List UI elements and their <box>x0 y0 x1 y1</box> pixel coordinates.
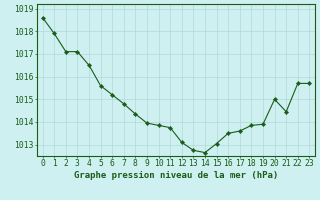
X-axis label: Graphe pression niveau de la mer (hPa): Graphe pression niveau de la mer (hPa) <box>74 171 278 180</box>
